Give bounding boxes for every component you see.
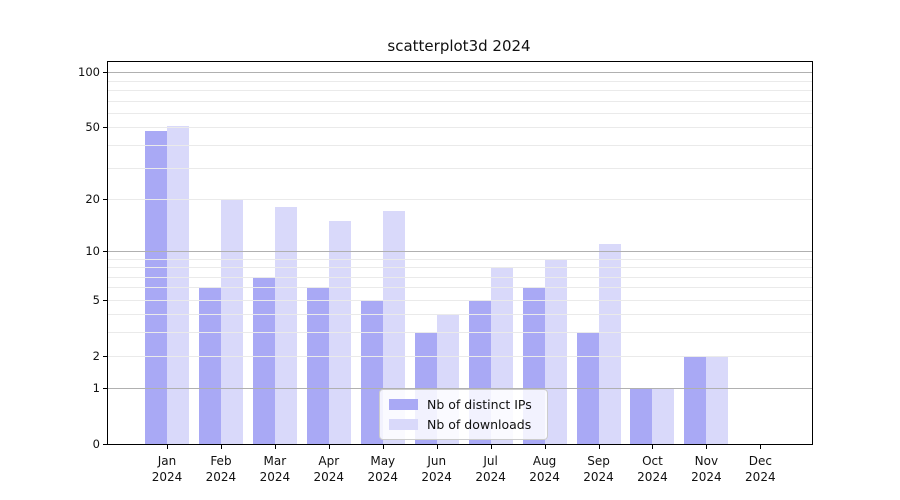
x-tick-label-may: May 2024 <box>343 453 423 485</box>
y-tick-label: 50 <box>85 120 100 135</box>
x-tick-year: 2024 <box>529 470 560 485</box>
x-tick-year: 2024 <box>691 470 722 485</box>
legend-swatch-distinct-ips <box>389 399 418 410</box>
bar-distinct-ips-may <box>360 299 383 444</box>
y-tick-mark <box>103 444 108 445</box>
x-tick-year: 2024 <box>745 470 776 485</box>
x-tick-month: Oct <box>642 454 663 468</box>
x-tick-month: Jan <box>157 454 177 468</box>
x-tick-mark <box>706 444 708 449</box>
bar-downloads-oct <box>652 388 675 444</box>
x-tick-month: Apr <box>318 454 340 468</box>
legend-label: Nb of distinct IPs <box>427 397 532 412</box>
x-tick-year: 2024 <box>151 470 183 485</box>
y-tick-mark <box>103 198 108 200</box>
bar-downloads-jan <box>167 125 189 444</box>
y-tick-mark <box>103 72 108 74</box>
x-tick-year: 2024 <box>583 470 614 485</box>
x-tick-label-mar: Mar 2024 <box>235 453 315 485</box>
x-tick-month: Jun <box>427 454 447 468</box>
legend: Nb of distinct IPs Nb of downloads <box>379 389 548 440</box>
x-tick-year: 2024 <box>421 470 452 485</box>
x-tick-month: Dec <box>748 454 772 468</box>
x-tick-month: Mar <box>263 454 287 468</box>
x-tick-mark <box>652 444 654 449</box>
legend-entry-downloads: Nb of downloads <box>389 417 537 432</box>
bar-distinct-ips-feb <box>198 287 221 444</box>
bars-layer <box>108 62 812 444</box>
plot-area: 0 1 2 5 10 20 50 100 Jan 2024 Feb 2024 Mar 2024 Apr 20… <box>78 61 813 484</box>
x-tick-label-jan: Jan 2024 <box>127 453 207 485</box>
x-tick-month: May <box>370 454 396 468</box>
y-tick-mark <box>103 355 108 357</box>
x-tick-month: Sep <box>587 454 610 468</box>
legend-entry-distinct-ips: Nb of distinct IPs <box>389 397 537 412</box>
x-tick-label-jun: Jun 2024 <box>397 453 477 485</box>
x-tick-label-nov: Nov 2024 <box>666 453 746 485</box>
x-tick-month: Nov <box>694 454 719 468</box>
x-tick-month: Jul <box>483 454 498 468</box>
x-tick-year: 2024 <box>259 470 291 485</box>
x-tick-mark <box>382 444 384 449</box>
x-tick-mark <box>436 444 438 449</box>
y-tick-label: 1 <box>92 381 100 396</box>
y-tick-mark <box>103 388 108 390</box>
y-tick-mark <box>103 250 108 252</box>
y-tick-label: 5 <box>92 292 100 307</box>
bar-distinct-ips-mar <box>252 276 275 444</box>
x-tick-label-feb: Feb 2024 <box>181 453 261 485</box>
x-tick-mark <box>274 444 276 449</box>
bar-distinct-ips-apr <box>306 287 329 444</box>
bar-distinct-ips-jan <box>145 130 167 444</box>
x-tick-month: Feb <box>210 454 232 468</box>
x-tick-mark <box>544 444 546 449</box>
x-tick-year: 2024 <box>313 470 345 485</box>
y-tick-label: 10 <box>85 243 100 258</box>
bar-downloads-apr <box>328 220 351 444</box>
y-tick-mark <box>103 299 108 301</box>
legend-swatch-downloads <box>389 419 418 430</box>
y-tick-label: 20 <box>85 191 100 206</box>
bar-downloads-nov <box>706 355 729 444</box>
y-tick-label: 0 <box>92 437 100 451</box>
x-tick-label-dec: Dec 2024 <box>720 453 800 485</box>
x-tick-mark <box>598 444 600 449</box>
x-tick-label-jul: Jul 2024 <box>451 453 531 485</box>
legend-label: Nb of downloads <box>427 417 532 432</box>
x-tick-year: 2024 <box>367 470 399 485</box>
bar-downloads-may <box>382 211 405 444</box>
y-tick-label: 100 <box>78 65 100 80</box>
bar-downloads-aug <box>544 258 567 444</box>
bar-downloads-feb <box>220 198 243 444</box>
y-tick-label: 2 <box>92 348 100 363</box>
x-tick-label-oct: Oct 2024 <box>612 453 692 485</box>
x-tick-mark <box>328 444 330 449</box>
x-tick-year: 2024 <box>205 470 237 485</box>
chart-title: scatterplot3d 2024 <box>387 37 531 55</box>
x-tick-label-aug: Aug 2024 <box>505 453 585 485</box>
x-tick-year: 2024 <box>475 470 506 485</box>
bar-distinct-ips-nov <box>684 355 707 444</box>
bar-distinct-ips-sep <box>576 332 599 444</box>
x-tick-mark <box>490 444 492 449</box>
x-tick-mark <box>760 444 762 449</box>
y-tick-mark <box>103 127 108 129</box>
x-tick-year: 2024 <box>637 470 668 485</box>
bar-downloads-mar <box>274 206 297 444</box>
bar-distinct-ips-oct <box>630 388 653 444</box>
x-tick-mark <box>220 444 222 449</box>
bar-downloads-sep <box>598 243 621 444</box>
x-tick-label-sep: Sep 2024 <box>559 453 639 485</box>
x-tick-mark <box>167 444 168 449</box>
x-tick-month: Aug <box>532 454 557 468</box>
x-tick-label-apr: Apr 2024 <box>289 453 369 485</box>
